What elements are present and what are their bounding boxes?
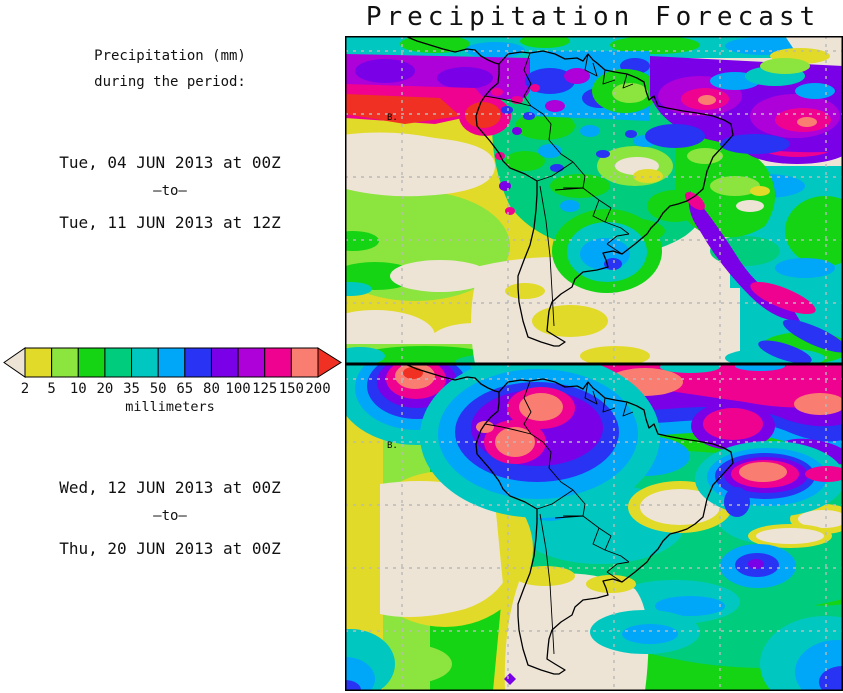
period1-start-date: Tue, 04 JUN 2013 at 00Z xyxy=(59,153,281,172)
legend-under-range-arrow xyxy=(3,347,26,378)
legend-tick-label: 200 xyxy=(305,381,331,397)
legend-heading-line2: during the period: xyxy=(94,74,246,90)
period2-end-date: Thu, 20 JUN 2013 at 00Z xyxy=(59,539,281,558)
info-sidebar: Precipitation (mm) during the period: Tu… xyxy=(0,0,345,693)
precip-map-period1: B. xyxy=(345,36,843,364)
period2-separator: –to– xyxy=(153,508,187,524)
period1-separator: –to– xyxy=(153,183,187,199)
page-title: Precipitation Forecast xyxy=(365,2,821,32)
color-scale-bar xyxy=(3,347,342,378)
precip-map-period2: B. xyxy=(345,364,843,691)
legend-box xyxy=(210,347,239,378)
legend-tick-label: 150 xyxy=(278,381,304,397)
legend-tick-label: 80 xyxy=(203,381,220,397)
legend-box xyxy=(24,347,53,378)
legend-box xyxy=(237,347,266,378)
period2-start-date: Wed, 12 JUN 2013 at 00Z xyxy=(59,478,281,497)
legend-box xyxy=(51,347,79,378)
legend-box xyxy=(104,347,133,378)
period1-end-date: Tue, 11 JUN 2013 at 12Z xyxy=(59,213,281,232)
legend-box xyxy=(264,347,292,378)
legend-tick-label: 2 xyxy=(20,381,30,397)
legend-box xyxy=(157,347,186,378)
legend-tick-label: 35 xyxy=(123,381,140,397)
legend-tick-label: 20 xyxy=(96,381,114,397)
legend-over-range-arrow xyxy=(317,347,342,378)
legend-box xyxy=(290,347,319,378)
legend-box xyxy=(131,347,159,378)
legend-tick-label: 125 xyxy=(252,381,278,397)
island-label: B. xyxy=(387,441,398,451)
legend-tick-label: 65 xyxy=(176,381,194,397)
legend-tick-label: 50 xyxy=(149,381,167,397)
island-label: B. xyxy=(387,113,398,123)
legend-tick-label: 100 xyxy=(225,381,251,397)
legend-tick-label: 10 xyxy=(69,381,87,397)
legend-tick-labels: 2 5 10 20 35 50 65 80 100 125 150 200 xyxy=(0,381,345,398)
legend-box xyxy=(77,347,106,378)
legend-heading-line1: Precipitation (mm) xyxy=(94,48,246,64)
legend-box xyxy=(184,347,212,378)
legend-tick-label: 5 xyxy=(47,381,56,397)
legend-unit-label: millimeters xyxy=(125,399,215,415)
